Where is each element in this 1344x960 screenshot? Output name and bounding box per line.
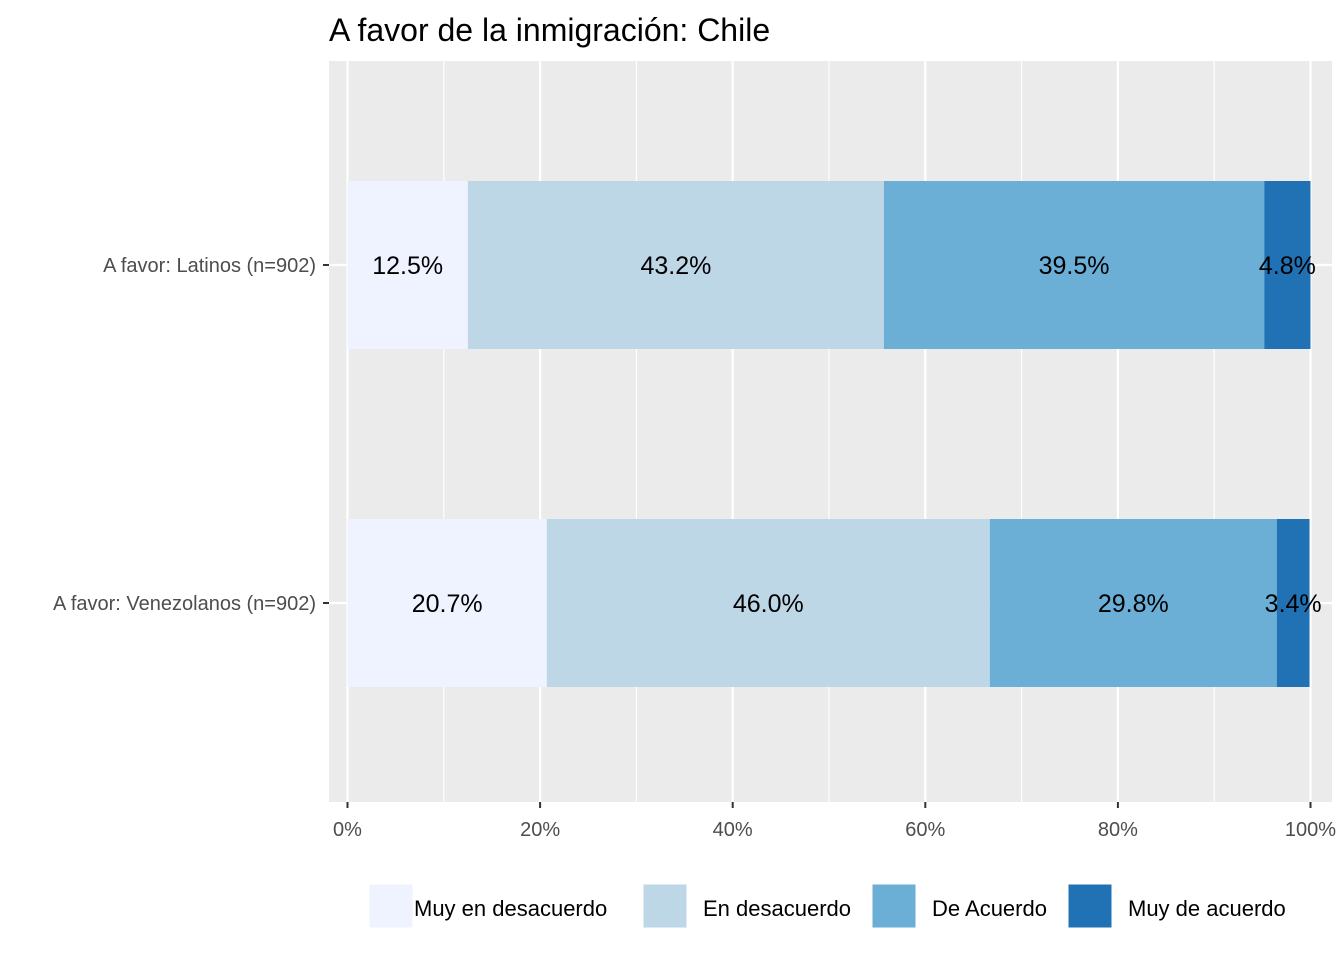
y-tick-label: A favor: Venezolanos (n=902)	[53, 593, 316, 615]
legend-key	[368, 883, 414, 929]
bar-segment	[347, 519, 547, 687]
legend-label: En desacuerdo	[703, 896, 851, 921]
legend-key	[871, 883, 917, 929]
x-tick-label: 0%	[333, 819, 362, 841]
data-label: 12.5%	[372, 252, 443, 280]
x-tick-label: 60%	[905, 819, 945, 841]
bars	[347, 181, 1311, 687]
x-tick-label: 40%	[713, 819, 753, 841]
y-axis: A favor: Latinos (n=902) A favor: Venezol…	[53, 255, 329, 615]
legend-label: Muy en desacuerdo	[414, 896, 607, 921]
x-tick-label: 100%	[1285, 819, 1336, 841]
chart-title: A favor de la inmigración: Chile	[329, 12, 770, 48]
y-tick-label: A favor: Latinos (n=902)	[103, 255, 316, 277]
bar-segment	[1264, 181, 1311, 349]
bar-segment	[546, 519, 990, 687]
data-label: 4.8%	[1259, 252, 1316, 280]
data-label: 3.4%	[1265, 590, 1322, 618]
legend: Muy en desacuerdo En desacuerdo De Acuerdo…	[368, 883, 1286, 929]
data-label: 39.5%	[1039, 252, 1110, 280]
legend-key	[1067, 883, 1113, 929]
bar-segment	[347, 181, 468, 349]
bar-segment	[1276, 519, 1310, 687]
bar-segment	[883, 181, 1265, 349]
plot-panel	[329, 61, 1332, 802]
bar-segment	[989, 519, 1277, 687]
x-tick-label: 80%	[1098, 819, 1138, 841]
data-label: 43.2%	[640, 252, 711, 280]
data-label: 46.0%	[733, 590, 804, 618]
x-tick-label: 20%	[520, 819, 560, 841]
legend-key	[642, 883, 688, 929]
data-labels: 12.5% 43.2% 39.5% 4.8% 20.7% 46.0% 29.8% 3.4%	[372, 252, 1321, 618]
data-label: 20.7%	[412, 590, 483, 618]
bar-segment	[467, 181, 884, 349]
x-axis: 0% 20% 40% 60% 80% 100%	[333, 802, 1336, 841]
data-label: 29.8%	[1098, 590, 1169, 618]
legend-label: Muy de acuerdo	[1128, 896, 1286, 921]
legend-label: De Acuerdo	[932, 896, 1047, 921]
